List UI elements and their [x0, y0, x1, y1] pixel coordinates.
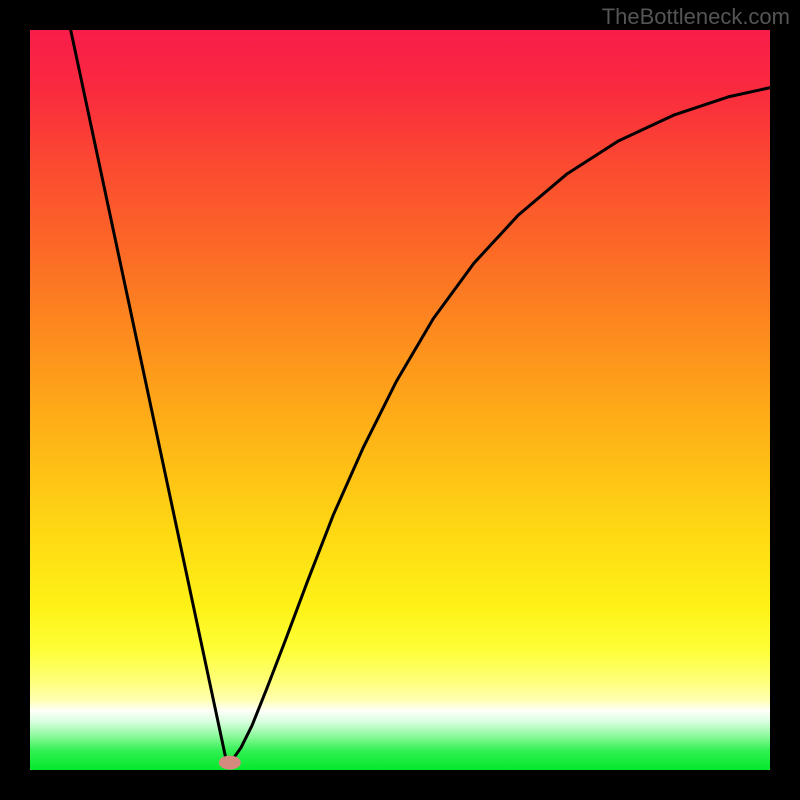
optimal-point-marker — [219, 756, 241, 770]
bottleneck-chart — [0, 0, 800, 800]
chart-container: TheBottleneck.com — [0, 0, 800, 800]
plot-background — [30, 30, 770, 770]
attribution-text: TheBottleneck.com — [602, 4, 790, 30]
